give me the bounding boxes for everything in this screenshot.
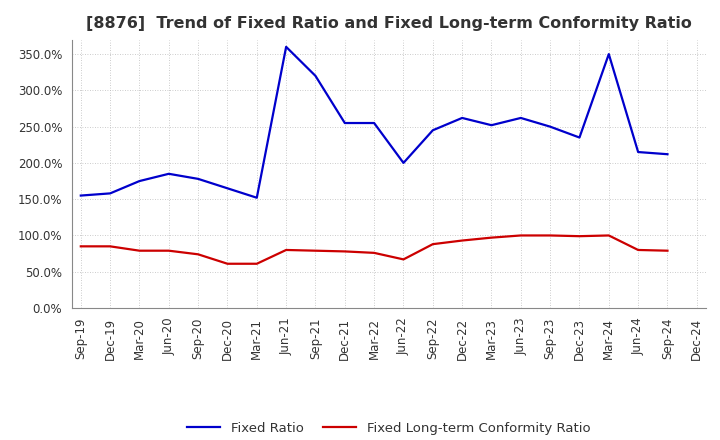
Fixed Ratio (546, 124, 554, 129)
Fixed Long-term Conformity Ratio (164, 248, 173, 253)
Fixed Long-term Conformity Ratio (370, 250, 379, 256)
Fixed Ratio (458, 115, 467, 121)
Fixed Long-term Conformity Ratio (575, 234, 584, 239)
Fixed Ratio (164, 171, 173, 176)
Fixed Long-term Conformity Ratio (605, 233, 613, 238)
Fixed Long-term Conformity Ratio (516, 233, 525, 238)
Fixed Long-term Conformity Ratio (253, 261, 261, 266)
Line: Fixed Ratio: Fixed Ratio (81, 47, 667, 198)
Fixed Ratio (223, 186, 232, 191)
Fixed Long-term Conformity Ratio (282, 247, 290, 253)
Fixed Ratio (341, 121, 349, 126)
Fixed Ratio (516, 115, 525, 121)
Fixed Ratio (76, 193, 85, 198)
Fixed Long-term Conformity Ratio (341, 249, 349, 254)
Fixed Ratio (106, 191, 114, 196)
Fixed Ratio (253, 195, 261, 200)
Fixed Long-term Conformity Ratio (106, 244, 114, 249)
Fixed Long-term Conformity Ratio (663, 248, 672, 253)
Fixed Ratio (634, 150, 642, 155)
Fixed Long-term Conformity Ratio (487, 235, 496, 240)
Fixed Ratio (370, 121, 379, 126)
Fixed Ratio (663, 151, 672, 157)
Fixed Long-term Conformity Ratio (634, 247, 642, 253)
Fixed Ratio (194, 176, 202, 182)
Line: Fixed Long-term Conformity Ratio: Fixed Long-term Conformity Ratio (81, 235, 667, 264)
Fixed Long-term Conformity Ratio (399, 257, 408, 262)
Fixed Ratio (605, 51, 613, 57)
Fixed Ratio (135, 178, 144, 183)
Fixed Long-term Conformity Ratio (223, 261, 232, 266)
Fixed Long-term Conformity Ratio (458, 238, 467, 243)
Fixed Long-term Conformity Ratio (135, 248, 144, 253)
Fixed Ratio (399, 160, 408, 165)
Fixed Ratio (575, 135, 584, 140)
Fixed Ratio (282, 44, 290, 49)
Fixed Long-term Conformity Ratio (428, 242, 437, 247)
Fixed Long-term Conformity Ratio (311, 248, 320, 253)
Fixed Ratio (311, 73, 320, 78)
Fixed Long-term Conformity Ratio (76, 244, 85, 249)
Fixed Ratio (487, 123, 496, 128)
Legend: Fixed Ratio, Fixed Long-term Conformity Ratio: Fixed Ratio, Fixed Long-term Conformity … (182, 417, 595, 440)
Fixed Ratio (428, 128, 437, 133)
Title: [8876]  Trend of Fixed Ratio and Fixed Long-term Conformity Ratio: [8876] Trend of Fixed Ratio and Fixed Lo… (86, 16, 692, 32)
Fixed Long-term Conformity Ratio (194, 252, 202, 257)
Fixed Long-term Conformity Ratio (546, 233, 554, 238)
